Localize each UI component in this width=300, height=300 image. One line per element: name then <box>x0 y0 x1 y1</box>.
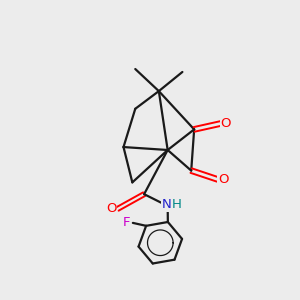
Text: H: H <box>172 198 182 211</box>
Text: O: O <box>106 202 116 215</box>
Text: N: N <box>161 198 171 211</box>
Text: F: F <box>123 216 130 230</box>
Text: O: O <box>218 173 228 186</box>
Text: O: O <box>221 117 231 130</box>
